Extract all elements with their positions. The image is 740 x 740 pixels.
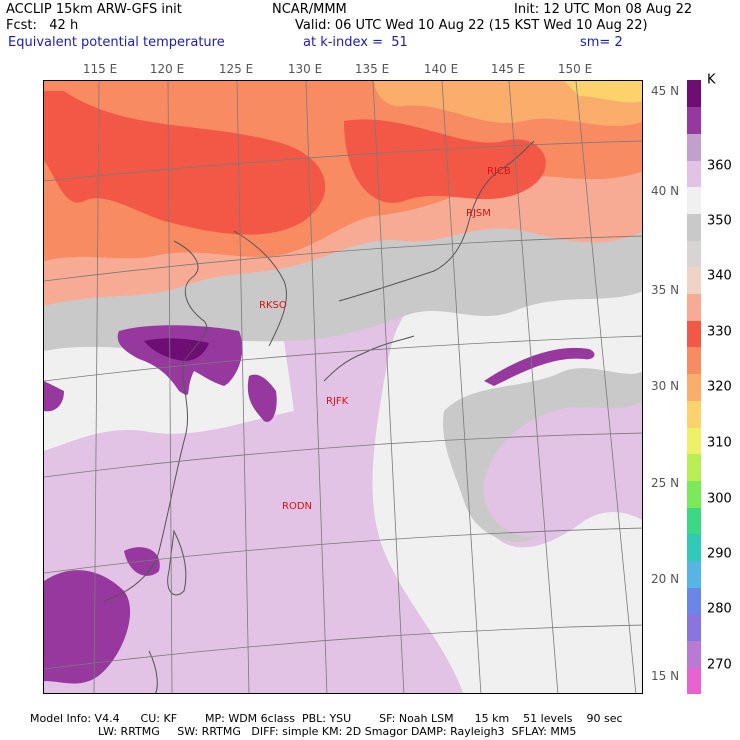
colorbar-segment [687,400,701,428]
lat-tick: 35 N [651,283,680,297]
colorbar-label: 350 [707,213,732,229]
field-high-south-china-sea [44,570,131,684]
colorbar-segment [687,133,701,161]
colorbar-segment [687,427,701,455]
station-rodn: RODN [282,501,312,512]
colorbar-unit: K [707,72,716,88]
colorbar-segment [687,293,701,321]
field-warm-north [374,81,642,126]
field-high-east-china-sea [247,374,277,422]
lon-tick: 125 E [218,62,254,76]
field-title: Equivalent potential temperature [8,35,225,50]
colorbar-segment [687,213,701,241]
field-high-east-asia [44,91,326,235]
lon-tick: 130 E [287,62,323,76]
model-info-line1: Model Info: V4.4 CU: KF MP: WDM 6class P… [30,712,623,725]
field-warmest [564,81,642,103]
lon-tick: 120 E [149,62,185,76]
colorbar-segment [687,587,701,615]
colorbar-segment [687,80,701,108]
level-label: at k-index = 51 [303,35,408,50]
model-info-line2: LW: RRTMG SW: RRTMG DIFF: simple KM: 2D … [98,725,577,738]
colorbar-segment [687,106,701,134]
lat-tick: 25 N [651,476,680,490]
colorbar-label: 270 [707,657,732,673]
valid-time: Valid: 06 UTC Wed 10 Aug 22 (15 KST Wed … [295,18,648,33]
coastlines [103,140,535,693]
field-high-manchuria [344,119,546,203]
lon-tick: 145 E [490,62,526,76]
colorbar-label: 340 [707,268,732,284]
colorbar-segment [687,613,701,642]
station-rjfk: RJFK [326,396,349,407]
colorbar-segment [687,346,701,375]
colorbar-segment [687,320,701,348]
graticule [44,81,642,693]
lon-tick: 135 E [354,62,390,76]
lat-tick: 30 N [651,379,680,393]
model-title: ACCLIP 15km ARW-GFS init [6,2,182,17]
station-labels: RJCB RJSM RKSO RJFK RODN [259,166,511,512]
field-350-band [44,228,642,351]
colorbar-segment [687,266,701,295]
lat-tick: 15 N [651,669,680,683]
colorbar-segment [687,560,701,588]
colorbar-label: 280 [707,601,732,617]
station-rjsm: RJSM [466,208,491,219]
field-high-west-edge [44,381,64,412]
colorbar-segment [687,640,701,668]
colorbar-segment [687,160,701,188]
lat-tick: 45 N [651,84,680,98]
station-rjcb: RJCB [487,166,511,177]
smoothing-label: sm= 2 [580,35,623,50]
colorbar-segment [687,373,701,401]
colorbar-segment [687,533,701,561]
lon-tick: 115 E [82,62,118,76]
colorbar-label: 320 [707,379,732,395]
init-time: Init: 12 UTC Mon 08 Aug 22 [514,2,693,17]
map-canvas: RJCB RJSM RKSO RJFK RODN [44,81,642,693]
lat-tick: 40 N [651,184,680,198]
field-high-filament [484,347,595,386]
forecast-hour: Fcst: 42 h [6,18,79,33]
colorbar-label: 300 [707,491,732,507]
lon-tick: 150 E [557,62,593,76]
colorbar-label: 330 [707,324,732,340]
station-rkso: RKSO [259,300,287,311]
colorbar-segment [687,186,701,214]
field-swirl [443,368,642,542]
lat-tick: 20 N [651,572,680,586]
colorbar-segment [687,667,701,695]
theta-e-map: RJCB RJSM RKSO RJFK RODN [43,80,643,694]
organization: NCAR/MMM [272,2,347,17]
colorbar-segment [687,453,701,481]
colorbar-segment [687,507,701,535]
field-max-china-coast [144,338,209,361]
colorbar-label: 360 [707,158,732,174]
lon-tick: 140 E [423,62,459,76]
colorbar-segment [687,480,701,508]
colorbar-segment [687,240,701,268]
colorbar-label: 310 [707,435,732,451]
colorbar-label: 290 [707,546,732,562]
